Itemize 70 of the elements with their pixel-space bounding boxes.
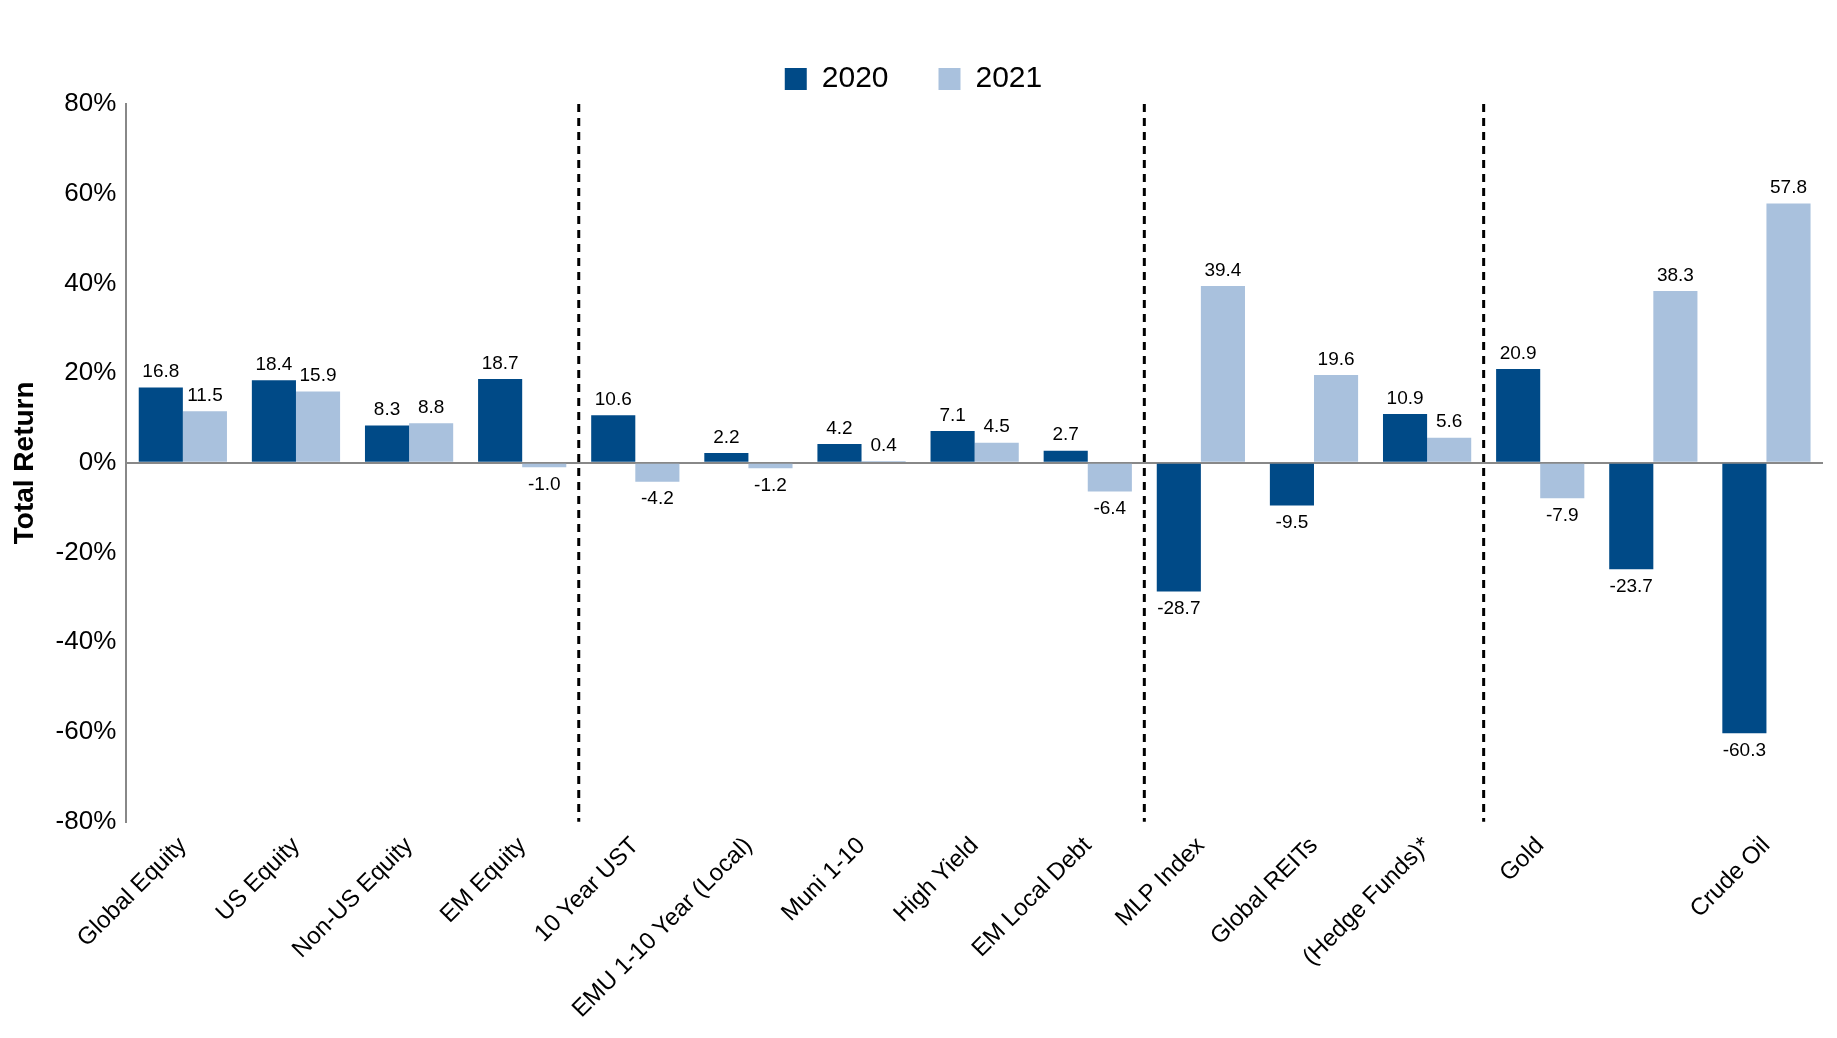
data-label: 4.5 — [983, 415, 1010, 437]
data-label: -1.0 — [527, 473, 561, 495]
data-label: 18.4 — [255, 353, 293, 375]
y-tick-label: -60% — [55, 715, 117, 746]
data-label: -28.7 — [1157, 597, 1201, 619]
bar — [1269, 463, 1314, 506]
data-label: 2.7 — [1052, 423, 1079, 445]
data-label: -7.9 — [1545, 503, 1579, 525]
data-label: -1.2 — [754, 473, 787, 495]
data-label: 38.3 — [1656, 263, 1694, 285]
bar — [1313, 374, 1359, 462]
data-label: -6.4 — [1093, 497, 1127, 519]
data-label: 20.9 — [1499, 341, 1537, 363]
data-label: -4.2 — [640, 487, 674, 509]
bar — [1653, 291, 1698, 462]
y-tick-label: 20% — [64, 356, 117, 387]
data-label: 5.6 — [1435, 410, 1463, 432]
data-label: 4.2 — [826, 416, 853, 438]
bar — [251, 380, 296, 462]
bar — [1200, 286, 1245, 462]
bar — [974, 442, 1019, 462]
data-label: 11.5 — [187, 383, 223, 405]
bar — [591, 415, 636, 462]
data-label: 10.9 — [1386, 386, 1424, 408]
y-tick-label: 40% — [64, 266, 117, 297]
bar — [138, 387, 183, 462]
data-label: 57.8 — [1770, 176, 1807, 198]
bar — [1496, 369, 1541, 462]
bar — [1609, 463, 1654, 570]
data-label: 39.4 — [1204, 258, 1242, 280]
legend-label: 2021 — [975, 60, 1043, 94]
bar — [704, 452, 749, 462]
data-label: -9.5 — [1275, 511, 1309, 533]
bar — [478, 378, 523, 462]
data-label: 7.1 — [939, 403, 966, 425]
data-label: 10.6 — [594, 388, 632, 410]
y-tick-label: -20% — [55, 535, 117, 566]
bar — [1156, 463, 1201, 592]
bar — [748, 463, 793, 469]
bar — [1043, 450, 1088, 462]
legend-label: 2020 — [821, 60, 889, 94]
bar — [364, 425, 410, 462]
bar — [1382, 413, 1428, 462]
y-tick-label: -80% — [55, 804, 117, 835]
bar — [182, 411, 227, 462]
bar — [817, 443, 862, 462]
bar — [930, 430, 975, 462]
data-label: -60.3 — [1722, 739, 1767, 761]
bar — [1722, 463, 1767, 734]
data-label: 2.2 — [713, 425, 740, 447]
data-label: 16.8 — [142, 360, 180, 382]
bar — [409, 423, 454, 462]
y-tick-label: 0% — [78, 446, 117, 476]
bar — [1427, 437, 1472, 462]
y-tick-label: 60% — [64, 176, 117, 207]
bar — [295, 391, 341, 462]
y-axis-title: Total Return — [7, 381, 39, 545]
data-label: 19.6 — [1317, 347, 1355, 369]
bar — [1087, 463, 1132, 492]
bar — [1540, 463, 1585, 499]
bar — [635, 463, 680, 482]
data-label: 15.9 — [299, 364, 337, 386]
y-tick-label: 80% — [64, 87, 117, 118]
data-label: 8.3 — [373, 398, 401, 420]
data-label: 0.4 — [870, 433, 898, 455]
data-label: 8.8 — [417, 396, 445, 418]
bar — [1766, 203, 1811, 462]
data-label: 18.7 — [481, 351, 519, 373]
data-label: -23.7 — [1609, 574, 1653, 596]
y-tick-label: -40% — [55, 625, 117, 656]
